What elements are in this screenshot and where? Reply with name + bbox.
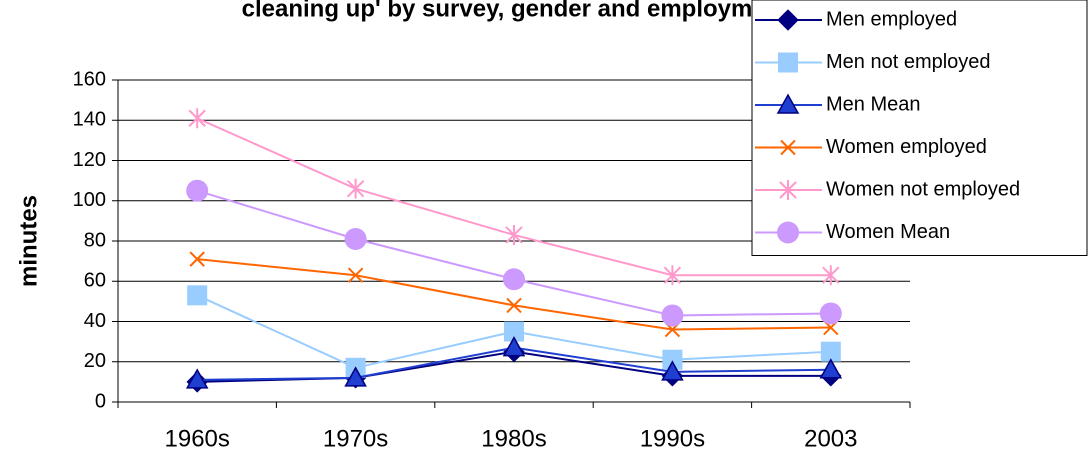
legend-marker [777,221,799,244]
marker [661,360,684,381]
legend-marker [778,52,798,73]
marker [504,321,524,342]
y-tick-label: 0 [95,390,106,412]
marker [822,265,840,286]
legend-marker [779,180,797,200]
legend-box [751,0,1088,256]
x-tick-label: 2003 [804,425,857,452]
marker [819,302,842,325]
y-tick-label: 60 [84,270,106,292]
marker [347,267,364,283]
y-tick-label: 80 [84,229,106,251]
y-tick-label: 100 [73,189,106,211]
y-tick-label: 160 [73,68,106,90]
series-line [196,189,831,317]
marker [663,265,682,286]
marker [344,227,367,250]
marker [503,268,525,291]
marker [661,304,684,327]
y-tick-label: 20 [84,350,106,372]
y-tick-label: 140 [73,109,106,131]
x-tick-label: 1970s [323,425,388,452]
y-tick-label: 40 [84,310,106,332]
y-axis-label: minutes [15,195,42,287]
marker [819,358,843,379]
legend-marker [780,139,796,156]
x-tick-label: 1980s [481,425,546,452]
x-tick-label: 1960s [165,425,230,452]
marker [506,297,522,314]
marker [505,224,523,245]
marker [502,336,526,357]
y-tick-label: 120 [73,149,106,171]
legend-label: Women not employed [826,178,1020,200]
chart-title: cleaning up' by survey, gender and emplo… [242,0,789,22]
legend-label: Men Mean [826,93,921,115]
marker [189,251,205,267]
marker [820,341,841,362]
marker [346,178,365,199]
marker [187,285,208,306]
legend: Men employed Men not employed Men Mean Wome… [751,0,1088,256]
legend-label: Men not employed [826,51,991,73]
legend-marker [777,9,799,31]
legend-marker [776,93,800,114]
x-tick-label: 1990s [640,425,705,452]
legend-label: Women employed [826,136,987,158]
series-line [196,117,831,277]
marker [344,366,367,387]
legend-label: Women Mean [826,221,950,243]
legend-label: Men employed [826,8,957,30]
marker [185,368,209,389]
marker [188,108,206,129]
marker [662,349,683,370]
marker [186,179,209,202]
